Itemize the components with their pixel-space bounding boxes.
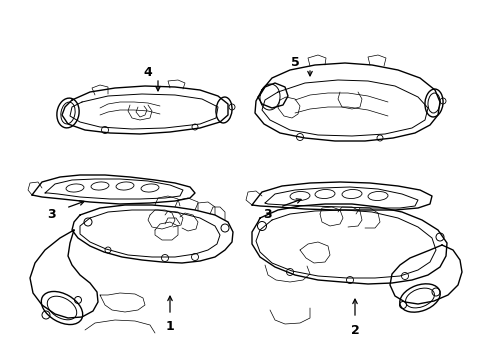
Text: 4: 4 xyxy=(143,66,152,78)
Text: 5: 5 xyxy=(290,55,299,68)
Text: 3: 3 xyxy=(48,208,56,221)
Text: 3: 3 xyxy=(263,208,272,221)
Text: 1: 1 xyxy=(165,320,174,333)
Text: 2: 2 xyxy=(350,324,359,337)
